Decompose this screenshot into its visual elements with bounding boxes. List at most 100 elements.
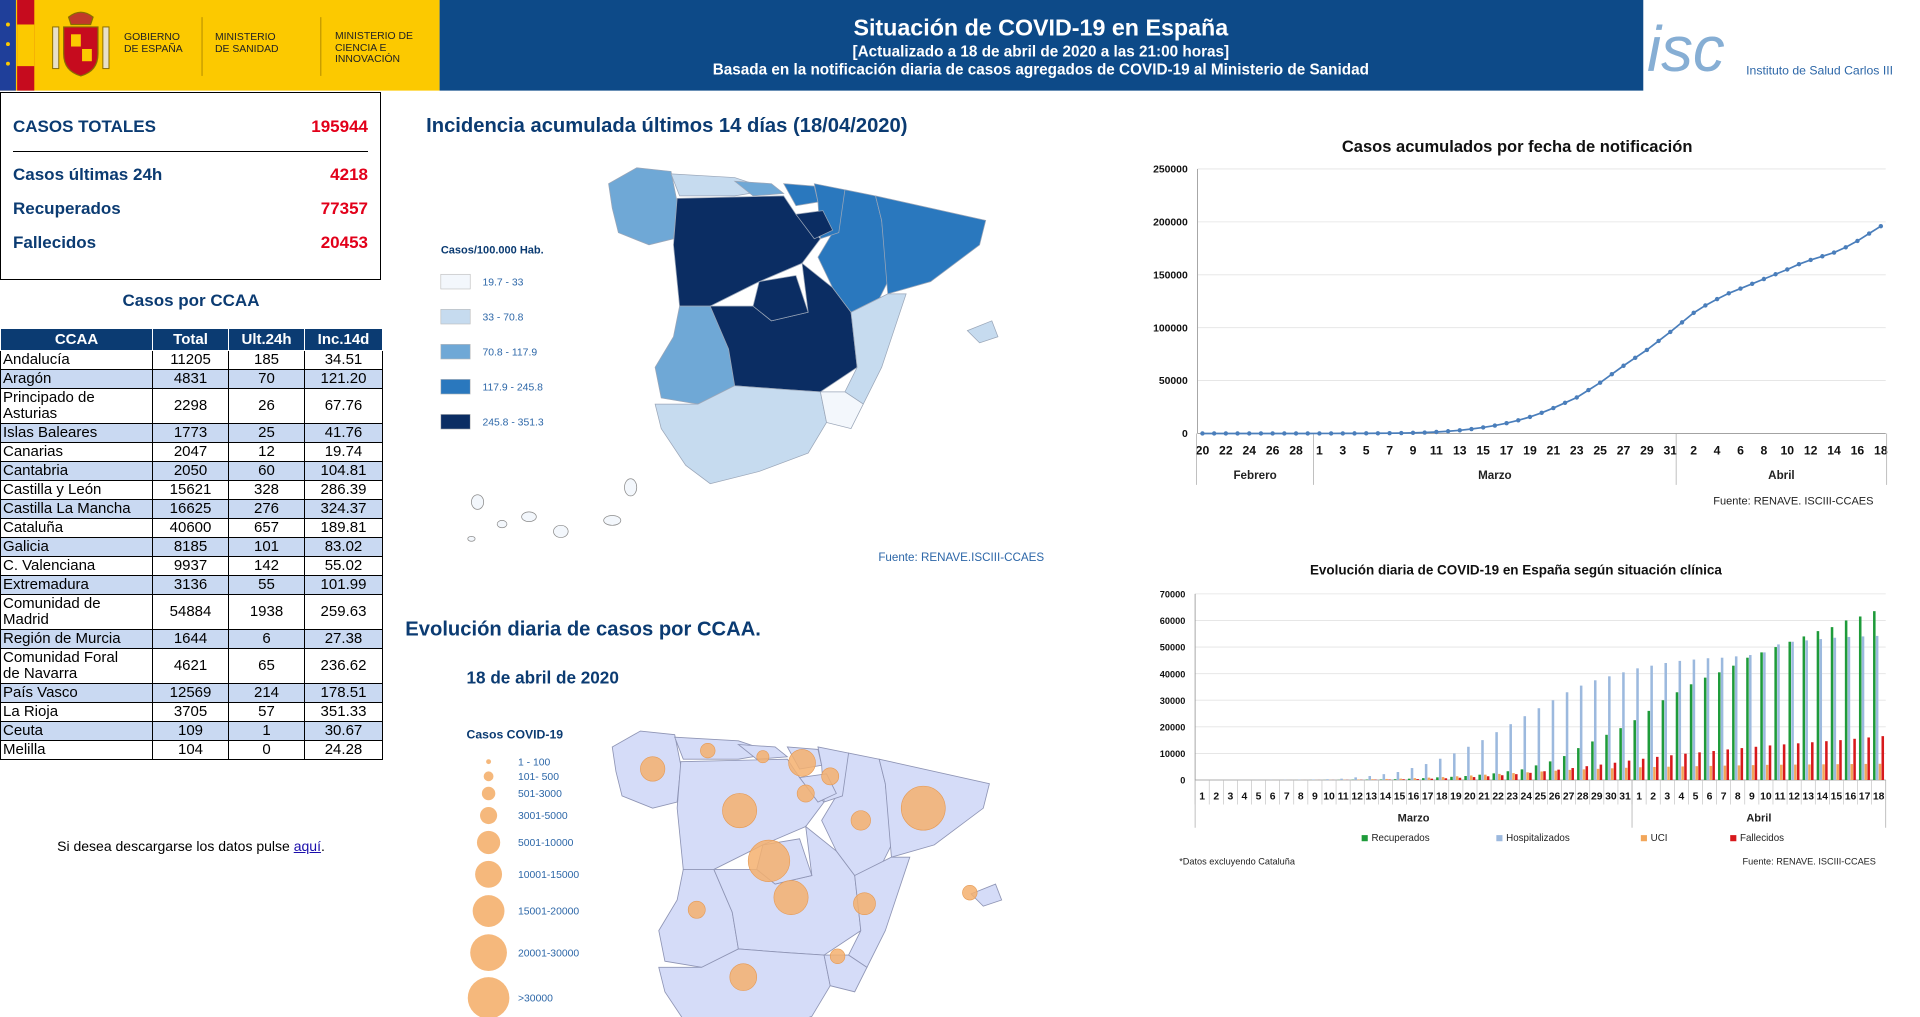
bar (1379, 779, 1383, 781)
x-tick-label: 15 (1394, 792, 1406, 803)
bar (1610, 768, 1614, 781)
bar (1498, 773, 1501, 781)
bar (1858, 616, 1862, 781)
region (624, 478, 638, 497)
bar (1427, 777, 1431, 781)
region-name: Principado de Asturias (0, 388, 153, 424)
line-marker (1679, 320, 1685, 325)
bar (1571, 768, 1574, 781)
table-cell: 657 (228, 518, 305, 538)
bubble (700, 742, 716, 759)
legend-label: Recuperados (1371, 833, 1429, 844)
line-marker (1597, 380, 1603, 385)
incidence-source: Fuente: RENAVE.ISCIII-CCAES (878, 551, 1044, 564)
summary-label: Fallecidos (13, 233, 97, 252)
region (848, 856, 911, 968)
legend-label: 70.8 - 117.9 (482, 347, 537, 358)
table-cell: 16625 (152, 499, 229, 519)
y-tick-label: 60000 (1160, 616, 1186, 626)
table-cell: 259.63 (304, 594, 383, 630)
bubble (687, 900, 706, 919)
bar (1467, 746, 1470, 781)
table-cell: 1938 (228, 594, 305, 630)
bar (1881, 736, 1885, 781)
table-row: Ceuta 109 1 30.67 (0, 721, 383, 741)
x-tick-label: 26 (1266, 443, 1280, 457)
table-row: Principado de Asturias 2298 26 67.76 (0, 388, 383, 424)
bar (1579, 685, 1583, 781)
x-tick-label: 12 (1804, 443, 1818, 457)
bar (1678, 660, 1682, 781)
legend-label: 15001-20000 (518, 907, 579, 918)
bar (1873, 611, 1876, 781)
x-tick-label: 13 (1802, 792, 1814, 803)
download-text: Si desea descargarse los datos pulse (57, 838, 294, 854)
bar (1554, 770, 1558, 781)
table-column-header: Inc.14d (304, 328, 383, 351)
table-cell: 57 (228, 702, 305, 722)
bar (1670, 755, 1673, 781)
bar (1796, 743, 1800, 781)
bar (1624, 767, 1628, 781)
download-link[interactable]: aquí (293, 838, 321, 854)
line-marker (1223, 431, 1229, 436)
bar (1562, 756, 1566, 781)
table-cell: 104 (152, 740, 229, 760)
region (795, 210, 834, 240)
bubble (756, 750, 770, 764)
bar (1326, 779, 1329, 781)
line-marker (1808, 257, 1813, 263)
bar (1543, 771, 1546, 781)
line-marker (1247, 431, 1252, 436)
table-row: Islas Baleares 1773 25 41.76 (0, 423, 383, 443)
line-marker (1749, 281, 1755, 286)
table-cell: 70 (228, 369, 305, 389)
table-cell: 30.67 (304, 721, 383, 741)
legend-bubble (480, 806, 498, 825)
region-name: Galicia (0, 537, 153, 557)
bar (1492, 773, 1496, 781)
table-cell: 109 (152, 721, 229, 741)
x-tick-label: 27 (1617, 443, 1631, 457)
table-row: País Vasco 12569 214 178.51 (0, 683, 383, 703)
table-cell: 104.81 (304, 461, 383, 481)
bar (1639, 767, 1642, 781)
bar (1523, 716, 1527, 781)
table-cell: 2047 (152, 442, 229, 462)
legend-label: 101- 500 (518, 772, 559, 783)
bar (1407, 778, 1411, 781)
table-cell: 24.28 (304, 740, 383, 760)
table-cell: 236.62 (304, 648, 383, 684)
bar (1734, 656, 1738, 781)
bar (1816, 631, 1820, 781)
bar (1684, 753, 1687, 781)
bar (1605, 734, 1608, 781)
x-tick-label: 4 (1242, 792, 1248, 803)
bar (1791, 641, 1794, 781)
bar (1444, 778, 1448, 781)
line-marker (1516, 418, 1521, 423)
bar (1641, 758, 1645, 781)
region-name: Castilla y León (0, 480, 153, 500)
bar (1805, 640, 1808, 781)
month-label: Abril (1746, 813, 1771, 825)
bar (1664, 663, 1667, 781)
month-label: Marzo (1398, 813, 1430, 825)
y-tick-label: 20000 (1160, 723, 1186, 733)
bar (1836, 764, 1839, 781)
x-tick-label: 17 (1422, 792, 1434, 803)
table-row: Castilla y León 15621 328 286.39 (0, 480, 383, 500)
summary-row: Casos últimas 24h 4218 (13, 165, 368, 185)
chart-source: Fuente: RENAVE. ISCIII-CCAES (1713, 495, 1873, 507)
x-tick-label: 28 (1289, 443, 1303, 457)
y-tick-label: 250000 (1153, 165, 1188, 176)
bar (1720, 657, 1724, 781)
coat-of-arms (52, 11, 110, 77)
x-tick-label: 20 (1464, 792, 1476, 803)
download-end: . (320, 838, 325, 854)
bar (1782, 744, 1786, 781)
legend-label: 501-3000 (518, 789, 562, 800)
bar (1822, 764, 1825, 781)
table-cell: 328 (228, 480, 305, 500)
